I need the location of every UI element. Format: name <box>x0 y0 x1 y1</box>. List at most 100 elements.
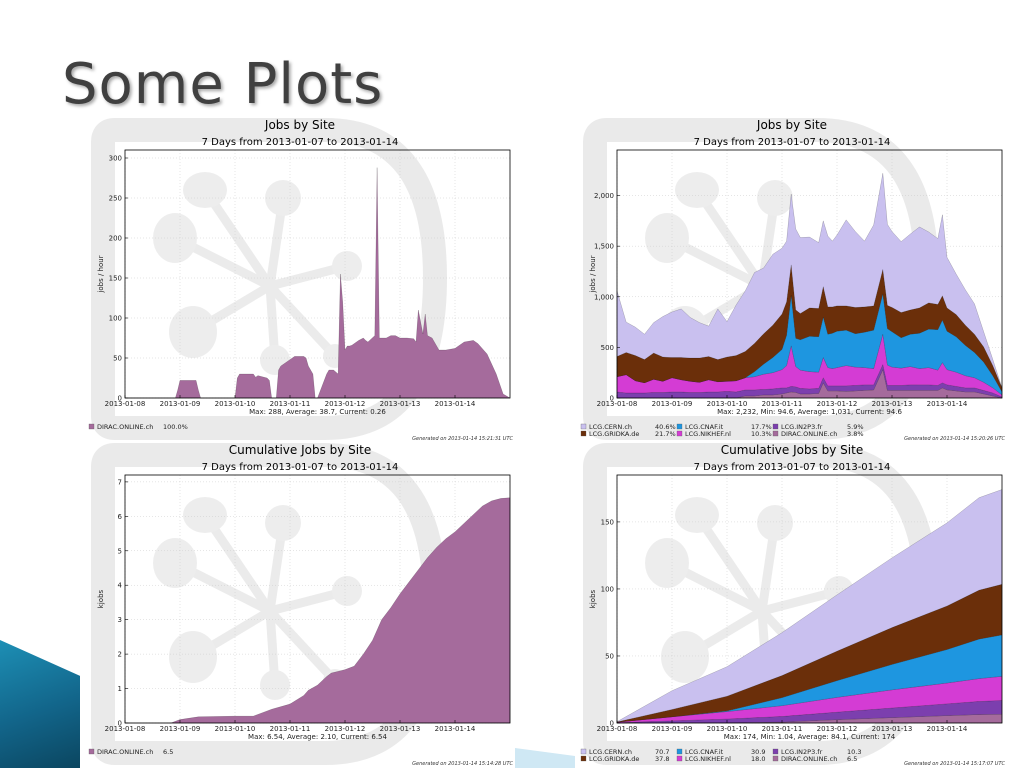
watermark-blob <box>265 180 301 216</box>
watermark-blob <box>661 631 709 683</box>
watermark-blob <box>183 172 227 208</box>
chart-subtitle: 7 Days from 2013-01-07 to 2013-01-14 <box>202 462 399 473</box>
watermark-blob <box>675 172 719 208</box>
legend-value: 5.9% <box>847 423 864 431</box>
chart-svg-2: Jobs by Site 7 Days from 2013-01-07 to 20… <box>580 118 1005 440</box>
legend-entry: LCG.GRIDKA.de 21.7% <box>580 430 676 438</box>
legend-value: 6.5 <box>163 748 173 756</box>
x-tick-label: 2013-01-09 <box>160 725 201 733</box>
y-tick-label: 0 <box>118 720 122 728</box>
generated-timestamp: Generated on 2013-01-14 15:21:31 UTC <box>412 436 513 440</box>
watermark-blob <box>645 213 689 263</box>
legend-swatch <box>580 423 587 430</box>
y-tick-label: 2,000 <box>594 192 614 200</box>
watermark-blob <box>332 251 362 281</box>
legend-swatch <box>772 430 779 437</box>
legend-entry: DIRAC.ONLINE.ch 100.0% <box>88 423 188 431</box>
legend-swatch <box>580 748 587 755</box>
chart-title: Cumulative Jobs by Site <box>229 443 371 457</box>
x-tick-label: 2013-01-09 <box>160 400 201 408</box>
legend-entry: LCG.CNAF.it 17.7% <box>676 423 772 431</box>
watermark-blob <box>757 505 793 541</box>
y-tick-label: 1,500 <box>594 243 614 251</box>
legend-label: LCG.IN2P3.fr <box>781 748 823 756</box>
y-axis-label: kjobs <box>589 589 597 608</box>
legend-value: 10.3% <box>751 430 772 438</box>
watermark-blob <box>332 576 362 606</box>
y-tick-label: 50 <box>605 652 614 660</box>
legend-label: DIRAC.ONLINE.ch <box>781 755 837 763</box>
chart-subtitle: 7 Days from 2013-01-07 to 2013-01-14 <box>202 137 399 148</box>
watermark-blob <box>645 538 689 588</box>
legend-label: DIRAC.ONLINE.ch <box>97 423 153 431</box>
legend-entry: LCG.NIKHEF.nl 18.0 <box>676 755 765 763</box>
chart-stats-text: Max: 6.54, Average: 2.10, Current: 6.54 <box>248 733 387 741</box>
chart-panel-cumulative-jobs-multi: Cumulative Jobs by Site 7 Days from 2013-… <box>577 443 1007 765</box>
legend-swatch <box>676 423 683 430</box>
legend-swatch <box>580 430 587 437</box>
x-tick-label: 2013-01-13 <box>872 725 913 733</box>
x-tick-label: 2013-01-10 <box>707 400 748 408</box>
x-tick-label: 2013-01-09 <box>652 400 693 408</box>
watermark-blob <box>675 497 719 533</box>
chart-panel-cumulative-jobs-single: Cumulative Jobs by Site 7 Days from 2013-… <box>85 443 515 765</box>
chart-stats-text: Max: 174, Min: 1.04, Average: 84.1, Curr… <box>724 733 896 741</box>
legend-swatch <box>88 423 95 430</box>
x-tick-label: 2013-01-08 <box>597 400 638 408</box>
legend-label: LCG.GRIDKA.de <box>589 755 639 763</box>
y-tick-label: 1,000 <box>594 293 614 301</box>
x-tick-label: 2013-01-10 <box>215 725 256 733</box>
chart-svg-4: Cumulative Jobs by Site 7 Days from 2013-… <box>580 443 1005 765</box>
legend-value: 40.6% <box>655 423 676 431</box>
legend-label: DIRAC.ONLINE.ch <box>97 748 153 756</box>
decorative-corner-shape <box>0 640 80 768</box>
watermark-spoke <box>693 187 766 289</box>
x-tick-label: 2013-01-14 <box>927 400 968 408</box>
legend-value: 37.8 <box>655 755 669 763</box>
legend-label: LCG.CERN.ch <box>589 423 632 431</box>
legend-label: LCG.NIKHEF.nl <box>685 755 731 763</box>
x-tick-label: 2013-01-14 <box>435 725 476 733</box>
legend-value: 30.9 <box>751 748 765 756</box>
x-tick-label: 2013-01-08 <box>105 725 146 733</box>
watermark-blob <box>183 497 227 533</box>
chart-subtitle: 7 Days from 2013-01-07 to 2013-01-14 <box>694 137 891 148</box>
legend-entry: DIRAC.ONLINE.ch 6.5 <box>772 755 857 763</box>
legend-swatch <box>772 748 779 755</box>
chart-stats-text: Max: 2,232, Min: 94.6, Average: 1,031, C… <box>717 408 902 416</box>
x-tick-label: 2013-01-10 <box>707 725 748 733</box>
legend-entry: LCG.IN2P3.fr 5.9% <box>772 423 864 431</box>
legend-label: DIRAC.ONLINE.ch <box>781 430 837 438</box>
plot-frame <box>616 474 1003 724</box>
y-axis-label: kjobs <box>97 589 105 608</box>
x-tick-label: 2013-01-10 <box>215 400 256 408</box>
plot-frame <box>124 474 511 724</box>
x-tick-label: 2013-01-13 <box>380 400 421 408</box>
y-tick-label: 50 <box>113 355 122 363</box>
legend-value: 17.7% <box>751 423 772 431</box>
y-tick-label: 100 <box>109 315 122 323</box>
y-tick-label: 0 <box>118 395 122 403</box>
x-tick-label: 2013-01-14 <box>435 400 476 408</box>
watermark-spoke <box>693 512 766 614</box>
y-tick-label: 100 <box>601 585 614 593</box>
y-tick-label: 3 <box>118 616 122 624</box>
plot-frame <box>616 149 1003 399</box>
y-tick-label: 250 <box>109 195 122 203</box>
watermark-blob <box>757 180 793 216</box>
watermark-blob <box>260 670 290 700</box>
legend-swatch <box>772 423 779 430</box>
legend-label: LCG.GRIDKA.de <box>589 430 639 438</box>
y-tick-label: 5 <box>118 547 122 555</box>
watermark-spoke <box>201 187 274 289</box>
y-tick-label: 2 <box>118 651 122 659</box>
x-tick-label: 2013-01-08 <box>597 725 638 733</box>
legend-value: 100.0% <box>163 423 188 431</box>
y-tick-label: 4 <box>118 582 123 590</box>
generated-timestamp: Generated on 2013-01-14 15:17:07 UTC <box>904 761 1005 765</box>
x-tick-label: 2013-01-11 <box>270 725 311 733</box>
chart-title: Cumulative Jobs by Site <box>721 443 863 457</box>
x-tick-label: 2013-01-12 <box>817 725 858 733</box>
legend-value: 3.8% <box>847 430 864 438</box>
watermark-blob <box>169 631 217 683</box>
